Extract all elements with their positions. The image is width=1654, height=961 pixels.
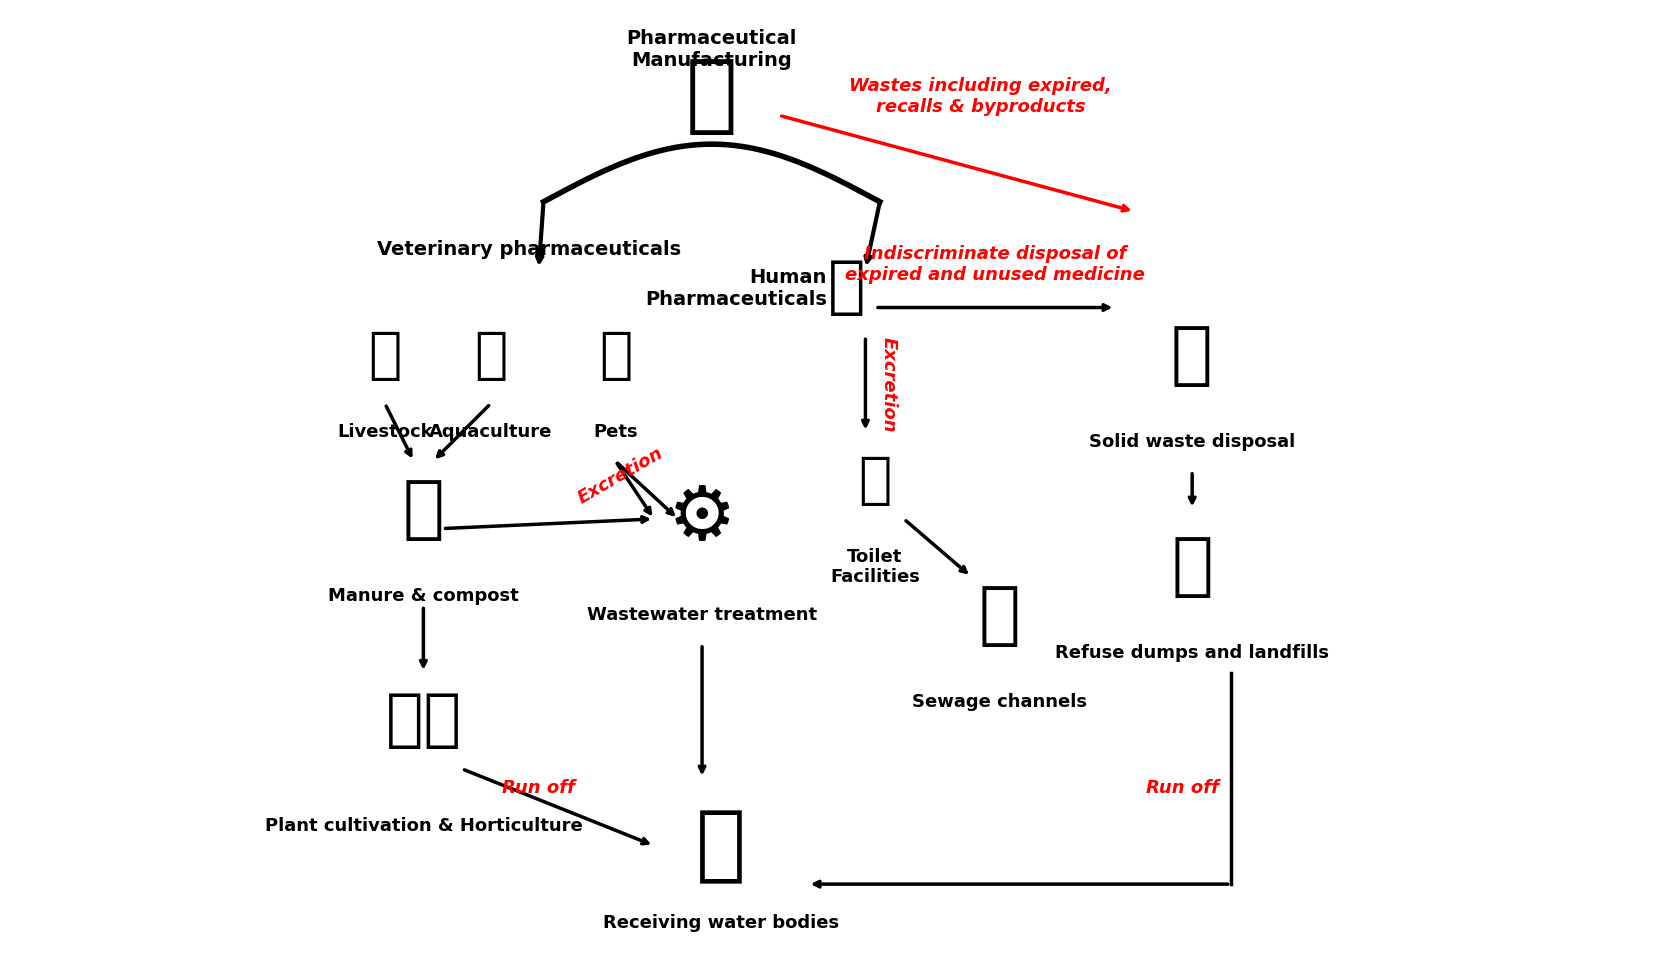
Text: Excretion: Excretion bbox=[574, 444, 667, 507]
Text: 🗑️: 🗑️ bbox=[1171, 322, 1212, 389]
Text: Receiving water bodies: Receiving water bodies bbox=[604, 914, 839, 931]
Text: 🚶: 🚶 bbox=[827, 259, 865, 318]
Text: ⚙️: ⚙️ bbox=[668, 481, 736, 556]
Text: Pharmaceutical
Manufacturing: Pharmaceutical Manufacturing bbox=[627, 29, 797, 70]
Text: 🐄: 🐄 bbox=[369, 329, 402, 382]
Text: Manure & compost: Manure & compost bbox=[327, 587, 519, 604]
Text: 👩‍🌾: 👩‍🌾 bbox=[385, 691, 461, 751]
Text: Toilet
Facilities: Toilet Facilities bbox=[830, 548, 920, 586]
Text: Aquaculture: Aquaculture bbox=[428, 424, 552, 441]
Text: Veterinary pharmaceuticals: Veterinary pharmaceuticals bbox=[377, 240, 681, 259]
Text: Livestock: Livestock bbox=[337, 424, 433, 441]
Text: Refuse dumps and landfills: Refuse dumps and landfills bbox=[1055, 645, 1330, 662]
Text: 🐕: 🐕 bbox=[599, 329, 632, 382]
Text: Plant cultivation & Horticulture: Plant cultivation & Horticulture bbox=[265, 818, 582, 835]
Text: Human
Pharmaceuticals: Human Pharmaceuticals bbox=[645, 268, 827, 308]
Text: 🕳️: 🕳️ bbox=[979, 581, 1021, 649]
Text: Wastewater treatment: Wastewater treatment bbox=[587, 606, 817, 624]
Text: 💧: 💧 bbox=[696, 805, 746, 886]
Text: 🌿: 🌿 bbox=[402, 476, 445, 543]
Text: 🚜: 🚜 bbox=[1171, 533, 1212, 601]
Text: Excretion: Excretion bbox=[880, 336, 898, 432]
Text: Pets: Pets bbox=[594, 424, 638, 441]
Text: Sewage channels: Sewage channels bbox=[913, 693, 1087, 710]
Text: 🏭: 🏭 bbox=[686, 55, 738, 137]
Text: Solid waste disposal: Solid waste disposal bbox=[1088, 433, 1295, 451]
Text: 🚽: 🚽 bbox=[858, 454, 892, 507]
Text: Indiscriminate disposal of
expired and unused medicine: Indiscriminate disposal of expired and u… bbox=[845, 245, 1145, 283]
Text: Run off: Run off bbox=[1146, 779, 1219, 797]
Text: Run off: Run off bbox=[503, 779, 576, 797]
Text: 🐟: 🐟 bbox=[475, 329, 508, 382]
Text: Wastes including expired,
recalls & byproducts: Wastes including expired, recalls & bypr… bbox=[850, 77, 1111, 115]
